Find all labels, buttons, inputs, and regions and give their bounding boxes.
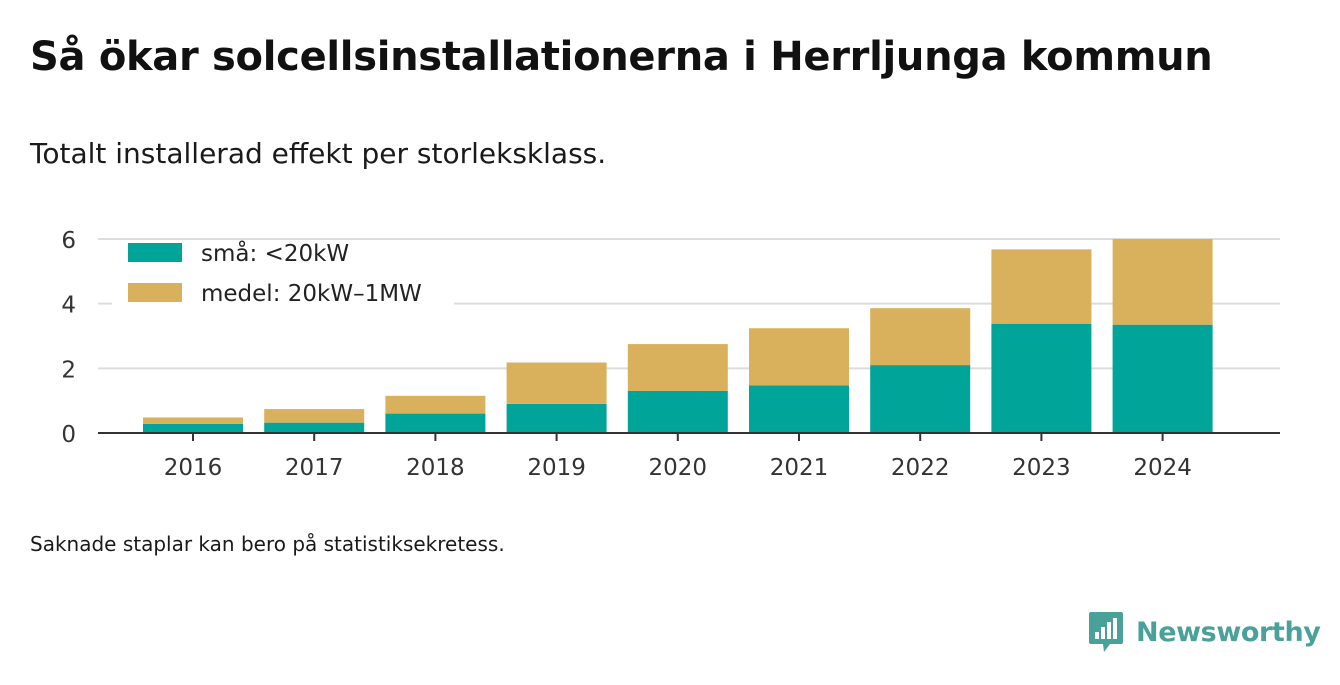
bar-2021-medel [749, 328, 849, 386]
x-tick-label: 2018 [406, 455, 465, 481]
legend-swatch [128, 283, 182, 302]
bar-2018-sma [385, 413, 486, 433]
x-tick-label: 2019 [527, 455, 586, 481]
footnote: Saknade staplar kan bero på statistiksek… [30, 532, 505, 556]
bar-2023-sma [991, 323, 1092, 433]
legend-label: små: <20kW [201, 239, 349, 267]
y-tick-label: 4 [61, 293, 76, 319]
x-tick-label: 2017 [285, 455, 344, 481]
chart-title: Så ökar solcellsinstallationerna i Herrl… [30, 34, 1213, 80]
brand-logo: Newsworthy [1088, 610, 1321, 654]
bars [143, 239, 1213, 433]
bar-2022-sma [870, 365, 971, 433]
y-tick-label: 6 [61, 228, 76, 254]
x-tick-label: 2020 [649, 455, 708, 481]
legend-label: medel: 20kW–1MW [201, 281, 422, 307]
y-tick-label: 0 [61, 422, 76, 448]
legend: små: <20kW medel: 20kW–1MW [112, 239, 454, 312]
bar-2020-medel [627, 344, 728, 391]
bar-2016-medel [143, 417, 243, 424]
bar-2024-medel [1112, 239, 1213, 325]
brand-name: Newsworthy [1136, 616, 1321, 648]
legend-swatch [128, 243, 182, 262]
y-tick-label: 2 [61, 357, 76, 383]
stacked-bar-chart: 0 2 4 6 2016 2017 2018 2019 2020 2021 2022 2023 202… [61, 228, 1280, 481]
x-tick-label: 2024 [1133, 455, 1192, 481]
bar-2018-medel [385, 395, 486, 414]
bar-2021-sma [749, 385, 849, 433]
chart-subtitle: Totalt installerad effekt per storlekskl… [30, 137, 607, 170]
bar-2023-medel [991, 249, 1092, 324]
bar-2019-sma [506, 403, 607, 433]
x-tick-label: 2016 [164, 455, 223, 481]
y-axis-tick-labels: 0 2 4 6 [61, 228, 76, 448]
x-axis-ticks: 2016 2017 2018 2019 2020 2021 2022 2023 2024 [164, 433, 1192, 481]
bar-2017-sma [264, 422, 365, 433]
bar-2017-medel [264, 409, 365, 423]
bar-2020-sma [627, 390, 728, 433]
bar-2019-medel [506, 362, 607, 404]
x-tick-label: 2022 [891, 455, 950, 481]
bar-2022-medel [870, 308, 971, 366]
newsworthy-logo-icon [1089, 612, 1123, 652]
bar-2016-sma [143, 423, 243, 433]
x-tick-label: 2021 [770, 455, 829, 481]
x-tick-label: 2023 [1012, 455, 1071, 481]
bar-2024-sma [1112, 324, 1213, 433]
